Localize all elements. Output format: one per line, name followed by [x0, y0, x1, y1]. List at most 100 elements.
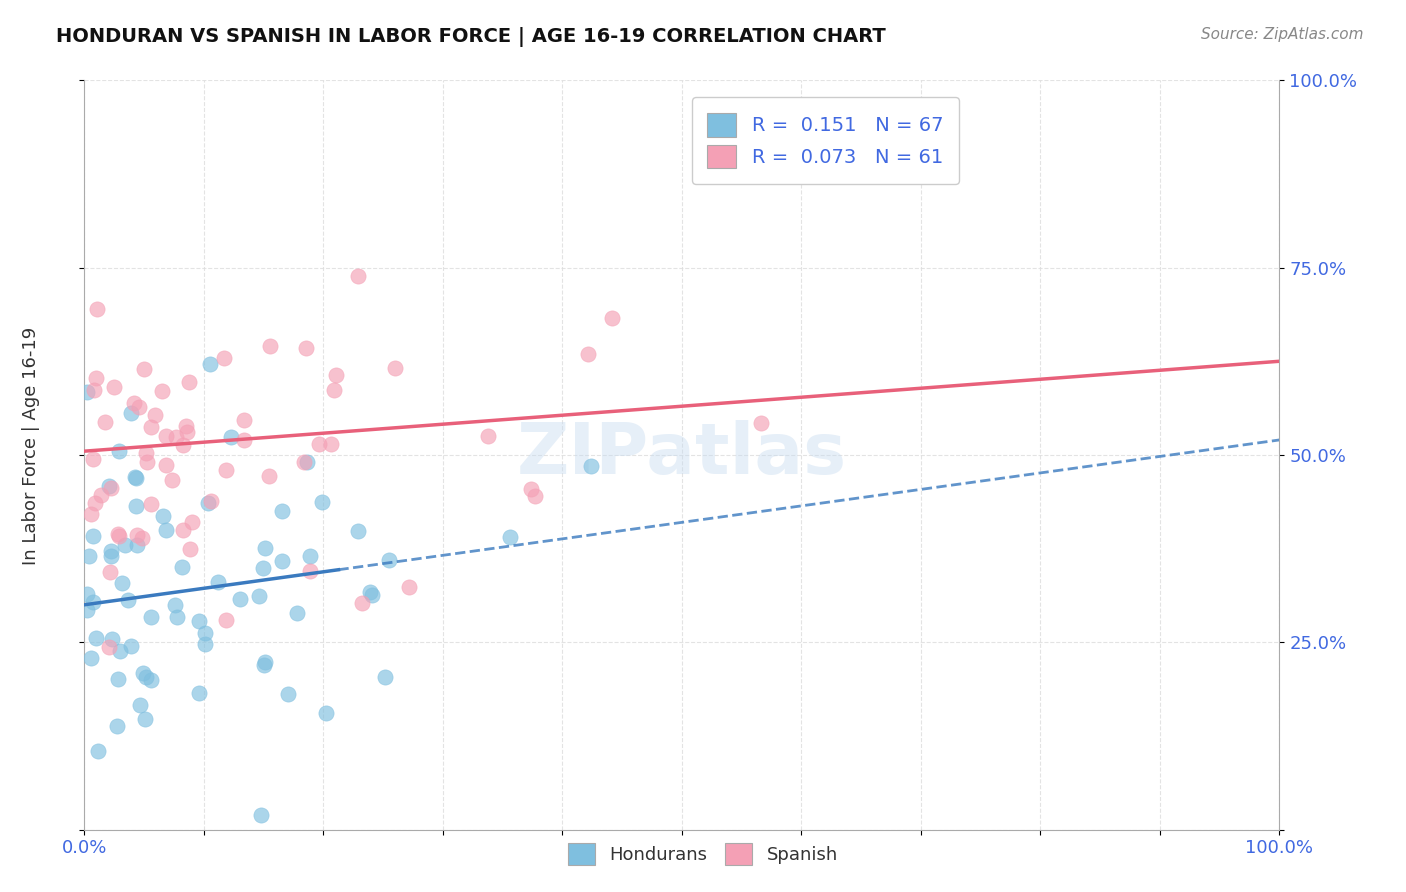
Point — [98, 478, 121, 492]
Point — [82, 451, 104, 466]
Point — [87, 744, 110, 758]
Point — [197, 496, 219, 510]
Point — [308, 436, 330, 450]
Point — [82, 528, 104, 542]
Point — [347, 268, 370, 283]
Point — [198, 357, 221, 371]
Point — [524, 489, 547, 503]
Point — [359, 584, 381, 599]
Point — [79, 549, 101, 563]
Point — [270, 504, 292, 518]
Point — [347, 524, 370, 539]
Point — [107, 526, 129, 541]
Point — [215, 613, 238, 627]
Point — [215, 463, 238, 477]
Point — [166, 610, 188, 624]
Point — [322, 384, 344, 398]
Point — [315, 706, 337, 721]
Point — [84, 496, 107, 510]
Point — [110, 644, 132, 658]
Point — [103, 380, 125, 394]
Point — [136, 455, 159, 469]
Point — [105, 718, 128, 732]
Point — [270, 554, 292, 568]
Point — [76, 385, 98, 400]
Point — [110, 576, 132, 591]
Point — [292, 455, 315, 469]
Point — [232, 413, 254, 427]
Point — [127, 538, 149, 552]
Point — [82, 595, 104, 609]
Point — [131, 531, 153, 545]
Point — [141, 610, 163, 624]
Point — [319, 437, 342, 451]
Point — [174, 418, 197, 433]
Point — [100, 544, 122, 558]
Point — [297, 454, 319, 468]
Point — [80, 508, 103, 522]
Point — [120, 406, 142, 420]
Point — [576, 347, 599, 361]
Point — [163, 598, 186, 612]
Point — [108, 529, 131, 543]
Point — [100, 632, 122, 646]
Point — [200, 494, 222, 508]
Point — [477, 429, 499, 443]
Point — [129, 698, 152, 713]
Point — [179, 542, 201, 557]
Point — [128, 401, 150, 415]
Point — [165, 430, 187, 444]
Point — [141, 497, 163, 511]
Point — [257, 468, 280, 483]
Point — [212, 351, 235, 365]
Text: ZIPatlas: ZIPatlas — [517, 420, 846, 490]
Text: In Labor Force | Age 16-19: In Labor Force | Age 16-19 — [22, 326, 39, 566]
Point — [76, 603, 98, 617]
Point — [79, 651, 101, 665]
Point — [155, 458, 177, 472]
Point — [194, 637, 217, 651]
Point — [519, 482, 541, 496]
Point — [298, 564, 321, 578]
Point — [83, 384, 105, 398]
Point — [252, 657, 274, 672]
Point — [352, 596, 374, 610]
Point — [325, 368, 347, 383]
Point — [398, 580, 420, 594]
Point — [253, 655, 276, 669]
Point — [228, 592, 250, 607]
Point — [221, 430, 243, 444]
Point — [361, 588, 384, 602]
Point — [252, 561, 274, 575]
Point — [277, 687, 299, 701]
Point — [125, 528, 148, 542]
Point — [179, 375, 201, 389]
Point — [172, 438, 194, 452]
Point — [374, 669, 396, 683]
Point — [581, 459, 603, 474]
Point — [107, 672, 129, 686]
Point — [499, 530, 522, 544]
Point — [298, 549, 321, 563]
Point — [285, 606, 308, 620]
Point — [172, 524, 194, 538]
Point — [141, 673, 163, 688]
Point — [125, 499, 148, 513]
Point — [120, 639, 142, 653]
Point — [90, 487, 112, 501]
Point — [187, 614, 209, 628]
Point — [94, 415, 117, 429]
Point — [139, 420, 162, 434]
Point — [135, 670, 157, 684]
Point — [232, 434, 254, 448]
Text: Source: ZipAtlas.com: Source: ZipAtlas.com — [1201, 27, 1364, 42]
Point — [207, 575, 229, 590]
Text: HONDURAN VS SPANISH IN LABOR FORCE | AGE 16-19 CORRELATION CHART: HONDURAN VS SPANISH IN LABOR FORCE | AGE… — [56, 27, 886, 46]
Point — [132, 362, 155, 376]
Point — [247, 589, 270, 603]
Point — [384, 360, 406, 375]
Point — [152, 384, 174, 398]
Point — [259, 339, 281, 353]
Point — [188, 686, 211, 700]
Point — [194, 625, 217, 640]
